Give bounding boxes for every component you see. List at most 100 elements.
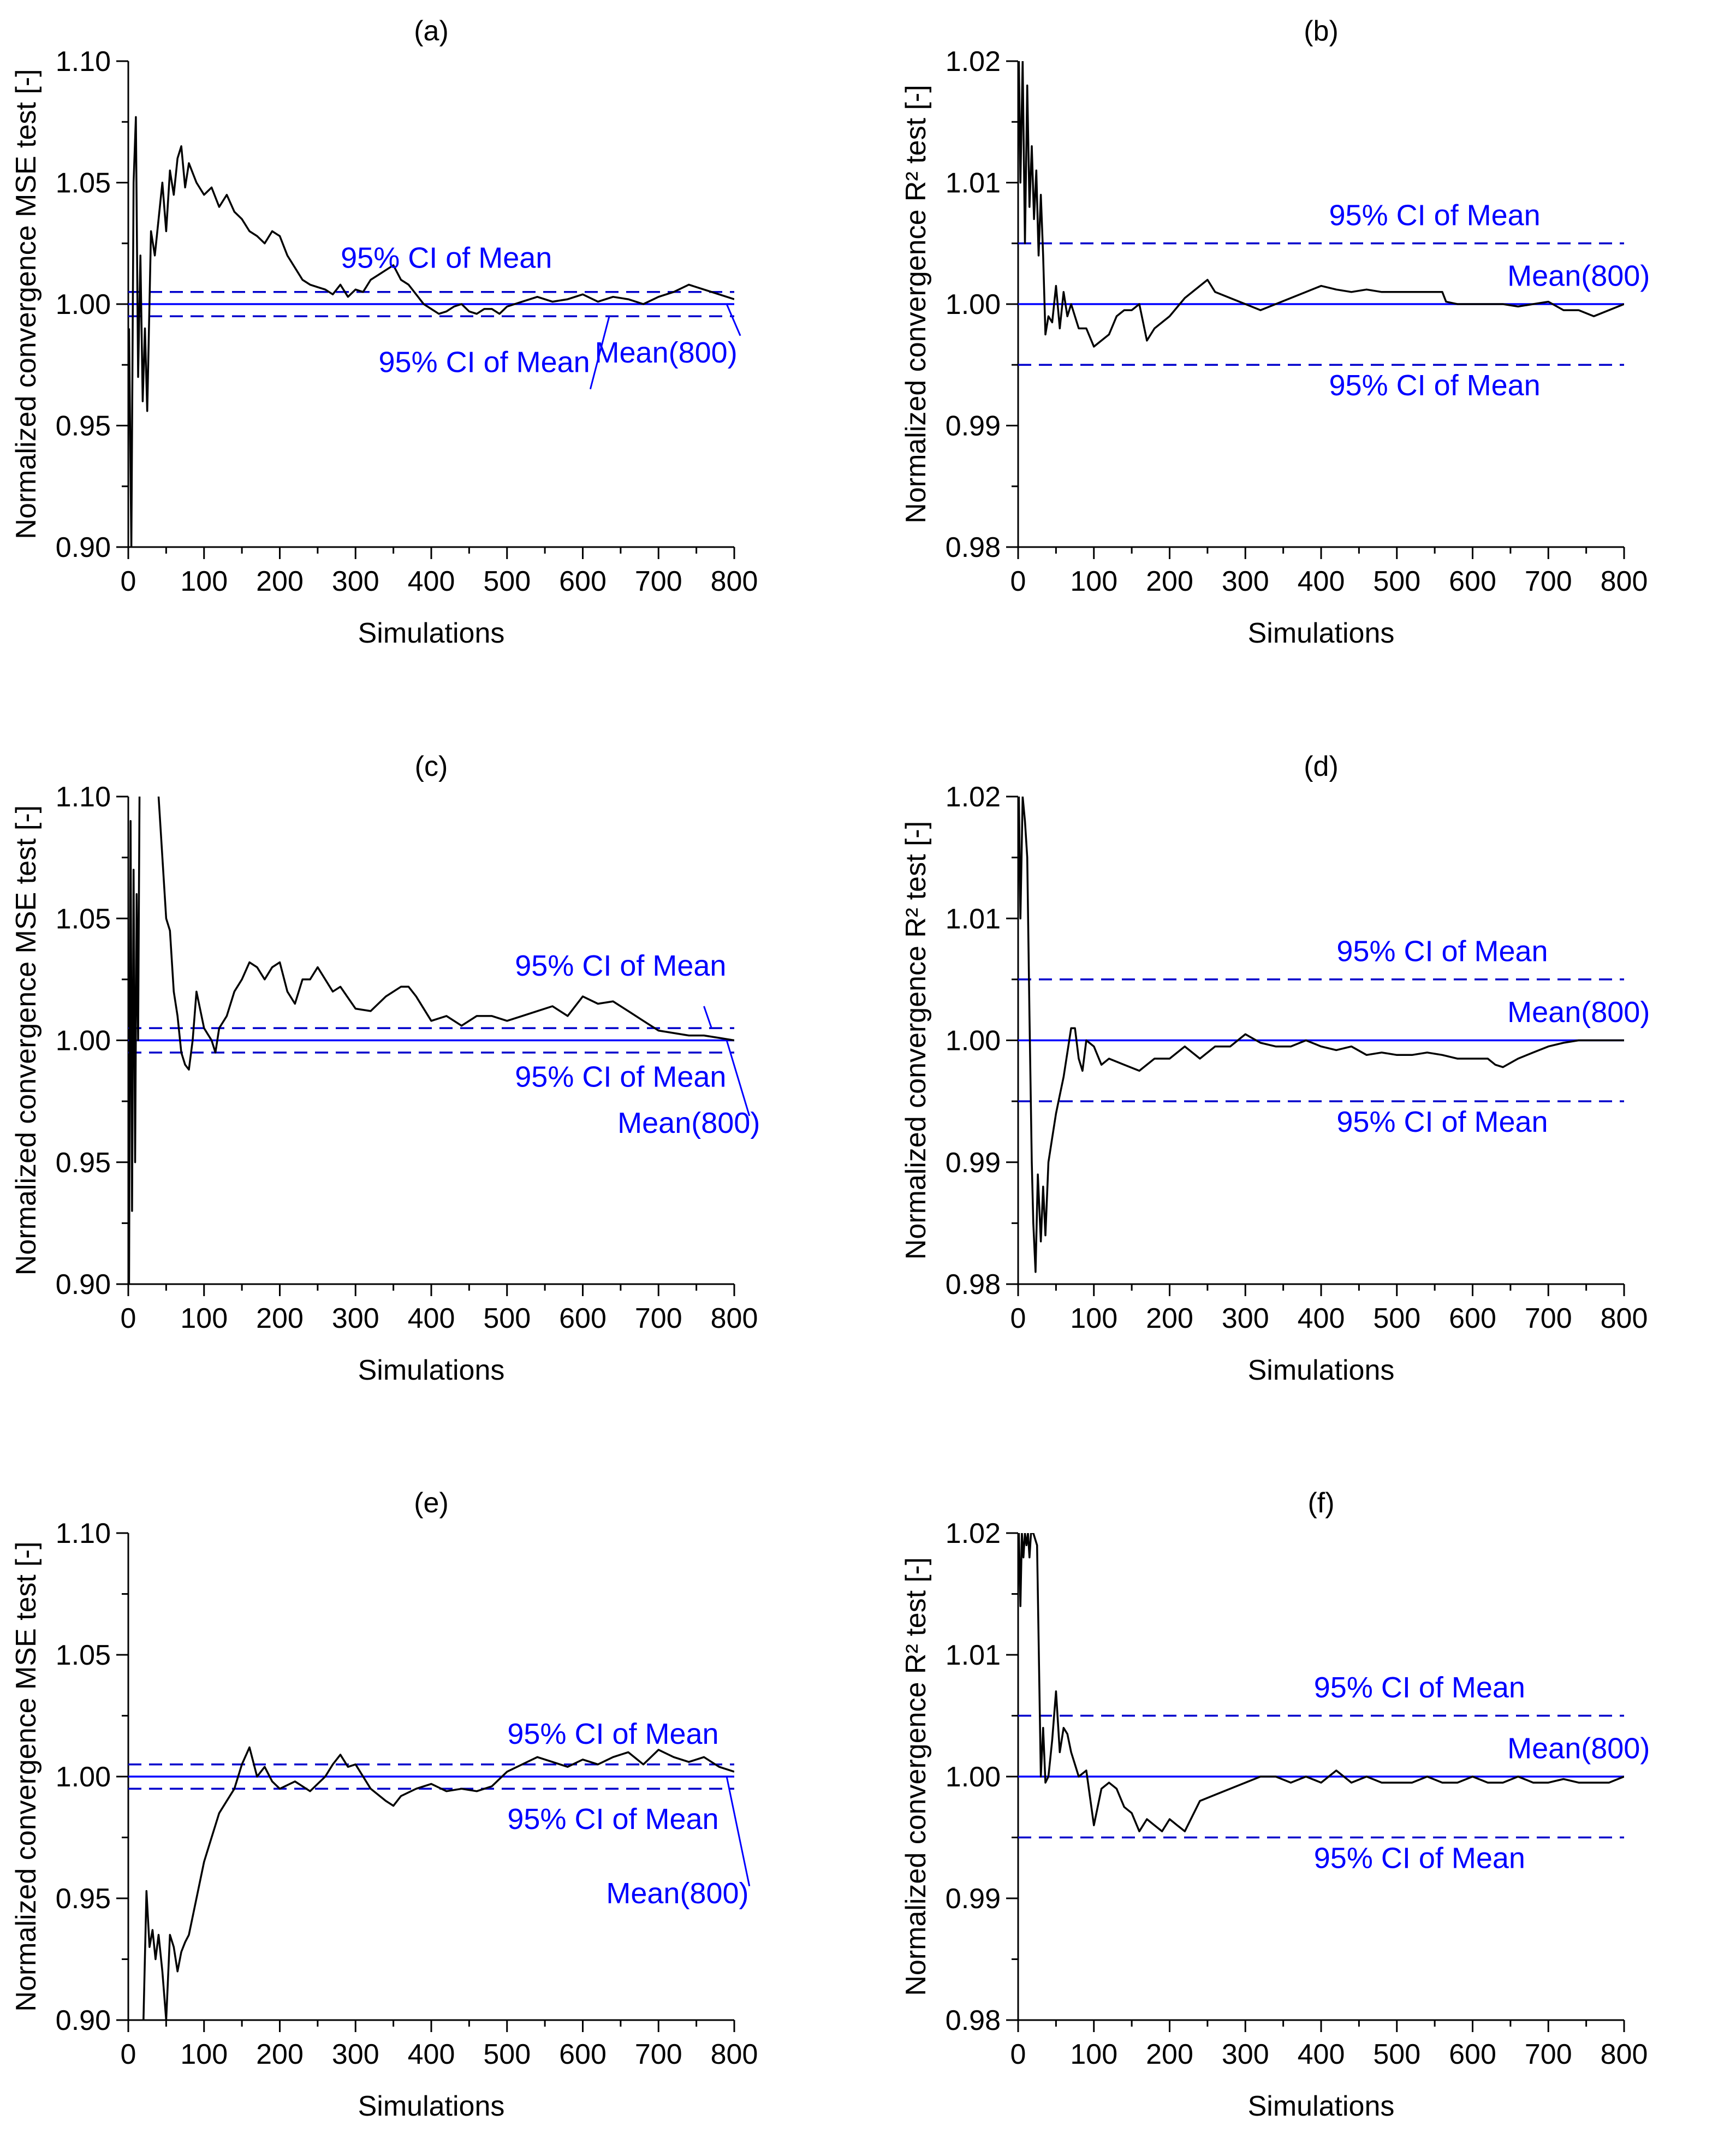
panel-f-x-tick-label: 0 xyxy=(1010,2039,1026,2070)
panel-d: 0 100 200 300 400 500 600 700 800 0.98 0.99 1.00 1.0… xyxy=(900,751,1650,1386)
panel-d-x-tick-label: 400 xyxy=(1298,1303,1345,1334)
panel-a-ci-lower-label: 95% CI of Mean xyxy=(379,346,590,379)
panel-a-y-label: Normalized convergence MSE test [-] xyxy=(10,69,42,539)
panel-e-x-tick-label: 300 xyxy=(332,2039,379,2070)
panel-f-y-tick-label: 1.02 xyxy=(946,1518,1001,1549)
panel-a: 0 100 200 300 400 500 600 700 800 0.90 0.95 1.00 1.0… xyxy=(10,15,758,649)
panel-a-ci-lower-leader xyxy=(589,316,610,390)
panel-d-y-tick-label: 0.99 xyxy=(946,1147,1001,1179)
panel-c-x-tick-label: 400 xyxy=(408,1303,455,1334)
panel-e-ci-upper-label: 95% CI of Mean xyxy=(507,1718,718,1750)
panel-f-ci-lower-label: 95% CI of Mean xyxy=(1314,1842,1525,1874)
panel-c-convergence-line xyxy=(128,797,734,1284)
panel-e-y-tick-label: 1.10 xyxy=(56,1518,111,1549)
panel-e-x-tick-label: 100 xyxy=(180,2039,228,2070)
panel-a-title: (a) xyxy=(414,15,449,47)
panel-c-x-label: Simulations xyxy=(358,1355,505,1386)
panel-e-x-tick-label: 700 xyxy=(635,2039,682,2070)
panel-f: 0 100 200 300 400 500 600 700 800 0.98 0.99 1.00 1.0… xyxy=(900,1487,1650,2122)
panel-c-ci-upper-label: 95% CI of Mean xyxy=(515,949,726,982)
panel-b-ci-upper-label: 95% CI of Mean xyxy=(1329,199,1541,231)
panel-f-x-tick-label: 600 xyxy=(1449,2039,1496,2070)
panel-c-mean-label: Mean(800) xyxy=(617,1107,760,1139)
panel-a-mean-leader xyxy=(726,304,741,336)
panel-f-title: (f) xyxy=(1307,1487,1334,1519)
panel-f-x-tick-label: 500 xyxy=(1373,2039,1420,2070)
panel-a-x-tick-label: 100 xyxy=(180,566,228,597)
panel-d-x-tick-label: 500 xyxy=(1373,1303,1420,1334)
panel-e-title: (e) xyxy=(414,1487,449,1519)
panel-f-y-tick-label: 0.98 xyxy=(946,2005,1001,2036)
panel-c-x-tick-label: 700 xyxy=(635,1303,682,1334)
panel-f-y-tick-label: 1.00 xyxy=(946,1761,1001,1793)
panel-d-convergence-line xyxy=(1018,797,1624,1273)
panel-e-x-tick-label: 600 xyxy=(559,2039,607,2070)
panel-c-ci-lower-label: 95% CI of Mean xyxy=(515,1060,726,1093)
panel-e-y-tick-label: 0.95 xyxy=(56,1883,111,1915)
panel-c-title: (c) xyxy=(415,751,448,782)
panel-c-y-label: Normalized convergence MSE test [-] xyxy=(10,805,42,1275)
panel-e-x-tick-label: 0 xyxy=(121,2039,136,2070)
panel-c-x-tick-label: 0 xyxy=(121,1303,136,1334)
panel-a-y-tick-label: 0.90 xyxy=(56,532,111,563)
panel-a-convergence-line xyxy=(128,116,734,547)
panel-e-mean-label: Mean(800) xyxy=(606,1877,748,1910)
panel-a-x-label: Simulations xyxy=(358,617,505,649)
panel-b-y-tick-label: 1.01 xyxy=(946,168,1001,199)
panel-b-x-tick-label: 800 xyxy=(1601,566,1648,597)
panel-c-y-tick-label: 1.00 xyxy=(56,1025,111,1057)
panel-f-x-label: Simulations xyxy=(1248,2091,1395,2122)
panel-d-x-tick-label: 300 xyxy=(1222,1303,1269,1334)
panel-e-y-tick-label: 1.00 xyxy=(56,1761,111,1793)
panel-a-y-tick-label: 1.05 xyxy=(56,168,111,199)
panel-d-x-tick-label: 200 xyxy=(1146,1303,1193,1334)
panel-e-x-tick-label: 500 xyxy=(483,2039,531,2070)
panel-e-y-tick-label: 0.90 xyxy=(56,2005,111,2036)
panel-f-y-tick-label: 0.99 xyxy=(946,1883,1001,1915)
panel-c-mean-leader xyxy=(726,1040,751,1117)
panel-b-ci-lower-label: 95% CI of Mean xyxy=(1329,369,1541,402)
panel-b-x-tick-label: 500 xyxy=(1373,566,1420,597)
panel-a-x-tick-label: 700 xyxy=(635,566,682,597)
panel-e-ci-lower-label: 95% CI of Mean xyxy=(507,1803,718,1836)
panel-d-x-tick-label: 700 xyxy=(1525,1303,1572,1334)
panel-a-x-tick-label: 500 xyxy=(483,566,531,597)
panel-f-x-tick-label: 200 xyxy=(1146,2039,1193,2070)
panel-c: 0 100 200 300 400 500 600 700 800 0.90 0.95 1.00 1.0… xyxy=(10,751,760,1386)
panel-e-x-label: Simulations xyxy=(358,2091,505,2122)
panel-e-x-tick-label: 200 xyxy=(256,2039,304,2070)
panel-c-y-tick-label: 1.10 xyxy=(56,781,111,813)
panel-a-x-tick-label: 600 xyxy=(559,566,607,597)
panel-b-y-tick-label: 1.02 xyxy=(946,46,1001,78)
panel-e-x-tick-label: 800 xyxy=(711,2039,758,2070)
panel-f-y-label: Normalized convergence R² test [-] xyxy=(900,1557,932,1996)
panel-b-mean-label: Mean(800) xyxy=(1507,260,1650,293)
panel-d-x-tick-label: 800 xyxy=(1601,1303,1648,1334)
panel-d-x-label: Simulations xyxy=(1248,1355,1395,1386)
panel-d-ci-lower-label: 95% CI of Mean xyxy=(1336,1106,1548,1138)
panel-e-convergence-line xyxy=(142,1746,734,2020)
panel-a-y-tick-label: 1.00 xyxy=(56,289,111,320)
panel-c-x-tick-label: 800 xyxy=(711,1303,758,1334)
panel-b-x-label: Simulations xyxy=(1248,617,1395,649)
panel-b-convergence-line xyxy=(1018,61,1624,348)
panel-c-ci-upper-leader xyxy=(703,1006,712,1029)
panel-a-x-tick-label: 300 xyxy=(332,566,379,597)
panel-b-x-tick-label: 100 xyxy=(1070,566,1117,597)
panel-c-y-tick-label: 1.05 xyxy=(56,903,111,935)
panel-f-x-tick-label: 700 xyxy=(1525,2039,1572,2070)
panel-f-x-tick-label: 400 xyxy=(1298,2039,1345,2070)
panel-d-mean-label: Mean(800) xyxy=(1507,996,1650,1029)
panel-a-x-tick-label: 200 xyxy=(256,566,304,597)
panel-b-title: (b) xyxy=(1304,15,1339,47)
panel-b-y-tick-label: 1.00 xyxy=(946,289,1001,320)
panel-d-y-tick-label: 1.00 xyxy=(946,1025,1001,1057)
panel-b-x-tick-label: 400 xyxy=(1298,566,1345,597)
panel-e-y-label: Normalized convergence MSE test [-] xyxy=(10,1541,42,2011)
panel-f-mean-label: Mean(800) xyxy=(1507,1732,1650,1765)
panel-b-x-tick-label: 700 xyxy=(1525,566,1572,597)
panel-b-x-tick-label: 200 xyxy=(1146,566,1193,597)
panel-b-y-tick-label: 0.99 xyxy=(946,411,1001,442)
panel-d-y-tick-label: 1.01 xyxy=(946,903,1001,935)
